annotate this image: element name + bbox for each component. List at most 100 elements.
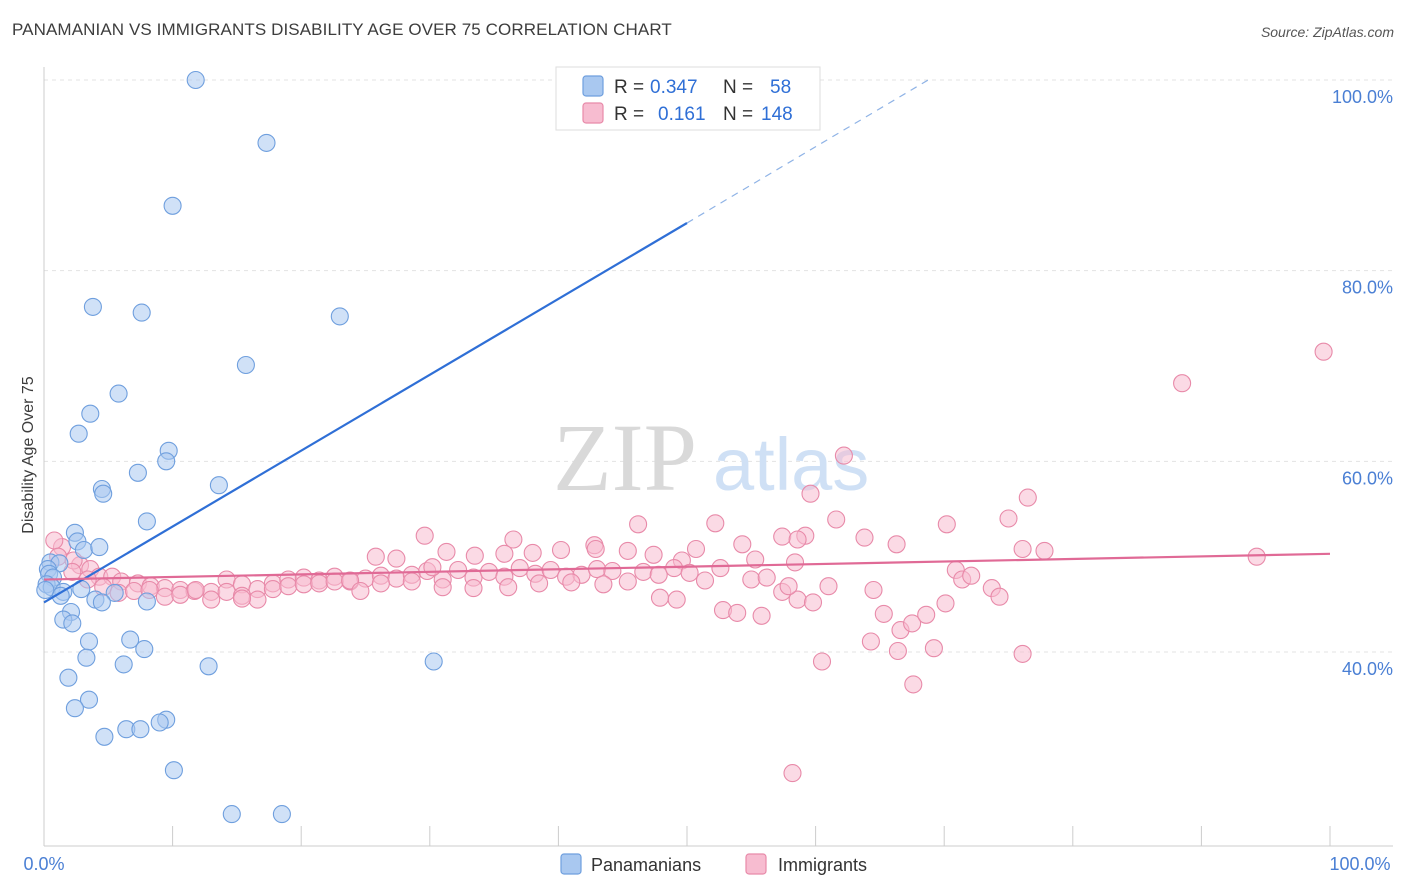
bottom-legend-swatch-immigrants: [745, 853, 767, 875]
immigrant-point-26: [644, 545, 663, 564]
immigrant-point-140: [783, 764, 802, 783]
immigrant-point-24: [586, 539, 605, 559]
immigrant-point-96: [155, 587, 174, 606]
immigrant-point-118: [667, 590, 686, 609]
immigrant-point-70: [510, 559, 529, 578]
immigrant-point-97: [171, 585, 190, 604]
legend-n-label-1: N =: [723, 77, 753, 98]
legend-n-label-2: N =: [723, 104, 753, 125]
immigrant-point-136: [924, 639, 943, 658]
immigrant-point-23: [551, 540, 571, 560]
immigrant-point-30: [785, 553, 805, 572]
panamanian-point-16: [94, 484, 113, 503]
panamanian-point-46: [59, 668, 78, 687]
panamanian-point-34: [92, 593, 111, 612]
chart-title: PANAMANIAN VS IMMIGRANTS DISABILITY AGE …: [12, 20, 672, 39]
immigrant-point-98: [186, 580, 205, 600]
legend-n-value-2: 148: [761, 104, 793, 125]
panamanian-point-20: [74, 540, 93, 560]
immigrant-point-14: [887, 535, 906, 554]
immigrant-point-111: [433, 578, 452, 597]
immigrant-point-103: [263, 580, 282, 599]
panamanian-point-2: [257, 133, 276, 152]
immigrant-point-141: [232, 589, 252, 608]
immigrant-point-89: [819, 577, 838, 596]
panamanian-point-40: [79, 632, 99, 651]
panamanian-point-5: [132, 303, 151, 322]
watermark-zip: ZIP: [553, 404, 697, 511]
panamanian-point-43: [114, 655, 133, 674]
immigrant-point-143: [423, 558, 442, 577]
trend-lines: [43, 77, 1331, 604]
immigrant-point-104: [279, 577, 298, 596]
immigrant-point-3: [801, 484, 820, 503]
panamanian-point-35: [137, 592, 156, 611]
immigrant-point-8: [706, 514, 725, 533]
panamanian-point-55: [222, 805, 241, 824]
immigrant-point-34: [366, 547, 385, 566]
immigrant-point-109: [371, 574, 390, 593]
immigrant-point-81: [680, 563, 699, 582]
immigrant-point-33: [1247, 547, 1266, 566]
x-tick-label-max: 100.0%: [1329, 854, 1390, 874]
immigrant-point-112: [464, 579, 483, 598]
bottom-legend-label-immigrants: Immigrants: [778, 855, 867, 875]
immigrant-point-21: [495, 544, 514, 563]
panamanian-point-10: [69, 424, 88, 443]
immigrant-point-110: [402, 572, 421, 591]
legend-n-value-1: 58: [770, 77, 791, 98]
panamanian-point-12: [157, 452, 176, 471]
immigrant-point-1: [1173, 374, 1192, 393]
immigrant-point-99: [202, 590, 221, 609]
legend-swatch-panamanians: [582, 75, 604, 97]
panamanian-point-14: [209, 476, 228, 495]
legend-r-label-2: R =: [614, 104, 644, 125]
immigrant-point-135: [888, 641, 907, 661]
y-tick-label-80: 80.0%: [1342, 278, 1393, 298]
legend-r-value-1: 0.347: [650, 77, 698, 98]
immigrant-point-2: [834, 446, 853, 465]
panamanian-point-9: [81, 404, 100, 423]
immigrant-point-68: [479, 562, 499, 581]
bottom-legend-swatch-panamanians: [560, 853, 582, 875]
panamanian-point-48: [65, 699, 84, 718]
immigrant-point-105: [294, 575, 313, 594]
immigrant-point-106: [310, 574, 329, 593]
immigrant-point-19: [437, 542, 456, 561]
immigrant-point-113: [499, 578, 518, 597]
immigrant-point-133: [936, 594, 955, 613]
panamanian-point-6: [330, 307, 349, 326]
immigrant-point-126: [903, 614, 922, 633]
x-tick-label-min: 0.0%: [23, 854, 64, 874]
immigrant-point-124: [874, 604, 893, 623]
immigrant-point-123: [864, 580, 883, 600]
immigrant-point-139: [904, 675, 923, 694]
immigrant-point-13: [788, 530, 807, 549]
y-tick-labels: 40.0% 60.0% 80.0% 100.0%: [1332, 87, 1393, 679]
y-axis-label: Disability Age Over 75: [20, 376, 37, 534]
bottom-legend-label-panamanians: Panamanians: [591, 855, 701, 875]
immigrant-point-127: [917, 605, 936, 624]
immigrant-point-9: [629, 515, 648, 534]
immigrant-point-138: [812, 652, 832, 671]
immigrant-point-134: [861, 632, 880, 651]
immigrant-point-6: [827, 510, 846, 529]
bottom-legend: Panamanians Immigrants: [560, 853, 867, 875]
panamanian-point-56: [272, 805, 291, 824]
panamanian-point-53: [95, 727, 114, 746]
immigrant-point-15: [733, 535, 752, 554]
legend-swatch-immigrants: [582, 102, 604, 124]
immigrant-point-130: [962, 566, 981, 585]
immigrant-point-132: [990, 587, 1009, 606]
immigrant-point-83: [711, 559, 730, 578]
immigrant-point-31: [1013, 539, 1032, 559]
immigrant-point-66: [449, 560, 468, 580]
immigrant-point-35: [387, 549, 406, 568]
immigrant-point-22: [523, 543, 542, 562]
immigrant-point-79: [649, 565, 668, 584]
immigrant-point-90: [63, 562, 82, 581]
panamanian-point-31: [105, 583, 124, 602]
immigrant-point-25: [618, 541, 637, 560]
legend-r-label-1: R =: [614, 77, 644, 98]
immigrant-point-116: [594, 575, 613, 594]
